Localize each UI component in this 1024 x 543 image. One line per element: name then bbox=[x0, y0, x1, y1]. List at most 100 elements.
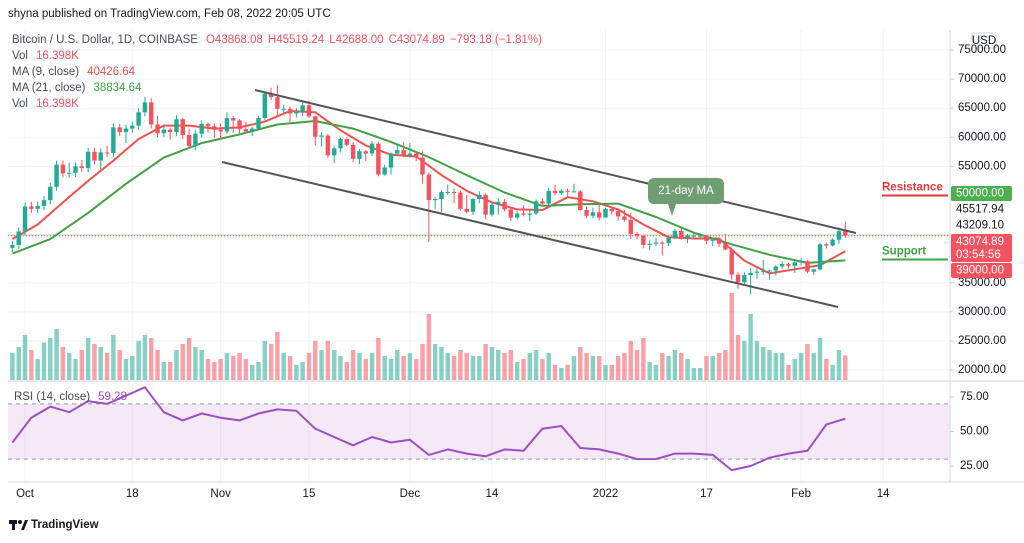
logo-part bbox=[21, 520, 28, 530]
x-tick-label: 17 bbox=[700, 488, 713, 500]
rsi-tick-label: 25.00 bbox=[960, 460, 989, 472]
y-tick-label: 30000.00 bbox=[958, 306, 1006, 318]
rsi-band bbox=[8, 403, 950, 460]
candle-body bbox=[10, 244, 15, 248]
candle-body bbox=[155, 124, 160, 134]
legend-rsi: RSI (14, close) 59.28 bbox=[14, 391, 127, 403]
candle-body bbox=[508, 209, 514, 218]
volume-bar bbox=[66, 352, 72, 380]
candle-body bbox=[205, 123, 211, 127]
y-tick-label: 20000.00 bbox=[958, 364, 1006, 376]
candle-body bbox=[85, 151, 91, 169]
candle-body bbox=[691, 235, 697, 237]
price-badge bbox=[951, 218, 1012, 234]
volume-bar bbox=[653, 364, 659, 380]
callout-text: 21-day MA bbox=[658, 185, 714, 197]
volume-bar bbox=[527, 352, 532, 380]
candle-body bbox=[451, 191, 457, 193]
volume-bar bbox=[111, 334, 116, 380]
price-badge bbox=[951, 186, 1012, 202]
candle-body bbox=[231, 118, 236, 121]
candle-body bbox=[622, 216, 627, 220]
candle-body bbox=[281, 108, 286, 110]
candle-body bbox=[313, 116, 318, 137]
rsi-tick-label: 75.00 bbox=[960, 391, 989, 403]
volume-bar bbox=[603, 364, 608, 380]
legend-name: Vol bbox=[12, 98, 28, 110]
volume-bar bbox=[641, 337, 646, 380]
volume-bar bbox=[92, 343, 97, 380]
candle-body bbox=[811, 269, 816, 272]
candle-body bbox=[382, 167, 387, 175]
candle-body bbox=[376, 143, 381, 175]
volume-bar bbox=[325, 340, 331, 380]
volume-bar bbox=[338, 355, 343, 380]
volume-bar bbox=[824, 358, 829, 380]
volume-bar bbox=[489, 346, 495, 380]
volume-bar bbox=[432, 343, 438, 380]
volume-bar bbox=[514, 361, 520, 380]
volume-bar bbox=[357, 352, 362, 380]
candle-body bbox=[502, 201, 507, 210]
x-tick-label: 18 bbox=[126, 488, 139, 500]
y-tick-label: 55000.00 bbox=[958, 160, 1006, 172]
legend-value: 38834.64 bbox=[94, 82, 143, 94]
level-label: Support bbox=[882, 245, 926, 257]
candle-body bbox=[584, 210, 589, 216]
volume-bar bbox=[779, 352, 785, 380]
candle-body bbox=[843, 231, 848, 236]
volume-bar bbox=[262, 340, 268, 380]
candle-body bbox=[199, 123, 204, 134]
y-tick-label: 25000.00 bbox=[958, 335, 1006, 347]
volume-bar bbox=[761, 346, 766, 380]
candle-body bbox=[521, 213, 526, 215]
price-badge bbox=[951, 263, 1012, 279]
candle-body bbox=[653, 242, 659, 244]
candle-body bbox=[224, 118, 230, 132]
volume-bar bbox=[533, 349, 539, 380]
volume-bar bbox=[117, 349, 122, 380]
candle-body bbox=[432, 198, 438, 201]
volume-bar bbox=[268, 343, 274, 380]
volume-bar bbox=[483, 343, 488, 380]
volume-bar bbox=[546, 352, 551, 380]
volume-bar bbox=[287, 355, 293, 380]
legend-name: MA (21, close) bbox=[12, 82, 86, 94]
volume-bar bbox=[186, 337, 192, 380]
volume-bar bbox=[224, 352, 230, 380]
volume-bar bbox=[679, 352, 684, 380]
candle-body bbox=[596, 212, 602, 218]
rsi-tick-label: 50.00 bbox=[960, 426, 989, 438]
volume-bar bbox=[256, 361, 261, 380]
volume-bar bbox=[249, 364, 255, 380]
candle-body bbox=[464, 208, 469, 212]
legend-value: 59.28 bbox=[98, 391, 127, 403]
candle-body bbox=[546, 190, 551, 204]
ohlc-high: H45519.24 bbox=[268, 34, 325, 46]
candle-body bbox=[514, 213, 520, 218]
volume-bar bbox=[540, 358, 545, 380]
candle-body bbox=[704, 235, 709, 241]
x-tick-label: 15 bbox=[303, 488, 316, 500]
volume-bar bbox=[193, 346, 198, 380]
volume-bar bbox=[98, 346, 103, 380]
volume-bar bbox=[426, 313, 432, 380]
candle-body bbox=[748, 272, 753, 276]
price-badge-label: 39000.00 bbox=[956, 265, 1004, 277]
price-badge-label: 50000.00 bbox=[956, 188, 1004, 200]
y-tick-label: 65000.00 bbox=[958, 102, 1006, 114]
candle-body bbox=[249, 128, 255, 132]
channel-upper bbox=[254, 89, 857, 234]
volume-bar bbox=[174, 349, 179, 380]
volume-bar bbox=[634, 349, 640, 380]
candle-body bbox=[388, 153, 394, 168]
volume-bar bbox=[130, 355, 135, 380]
candle-body bbox=[16, 231, 21, 245]
candle-body bbox=[830, 239, 835, 246]
candle-body bbox=[180, 119, 185, 135]
candle-body bbox=[723, 243, 728, 250]
candle-body bbox=[836, 231, 842, 240]
volume-bar bbox=[697, 367, 703, 380]
volume-bar bbox=[502, 352, 507, 380]
x-tick-label: Nov bbox=[210, 488, 231, 500]
